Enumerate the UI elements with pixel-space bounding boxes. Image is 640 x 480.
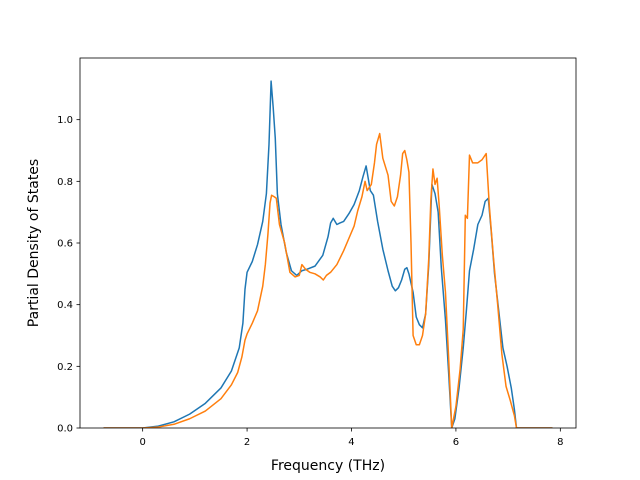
series-line-2: [103, 132, 553, 428]
axes-layer: 0 2 4 6 8 0.0 0.2 0.4 0.6 0.8 1.0: [57, 57, 577, 448]
y-axis-label: Partial Density of States: [26, 159, 42, 327]
x-tick-label: 4: [348, 437, 354, 448]
y-tick-label: 0.6: [57, 239, 73, 250]
x-tick-label: 2: [244, 437, 250, 448]
series-layer: [103, 80, 553, 428]
x-tick-label: 8: [557, 437, 563, 448]
y-tick-label: 1.0: [57, 115, 73, 126]
x-axis-label: Frequency (THz): [271, 458, 385, 474]
y-tick-label: 0.0: [57, 424, 73, 435]
x-tick-label: 0: [139, 437, 145, 448]
y-tick-label: 0.4: [57, 300, 73, 311]
y-tick-label: 0.8: [57, 177, 73, 188]
series-line-1: [103, 80, 553, 428]
axes-frame: [79, 57, 577, 429]
y-tick-label: 0.2: [57, 362, 73, 373]
x-tick-label: 6: [453, 437, 459, 448]
